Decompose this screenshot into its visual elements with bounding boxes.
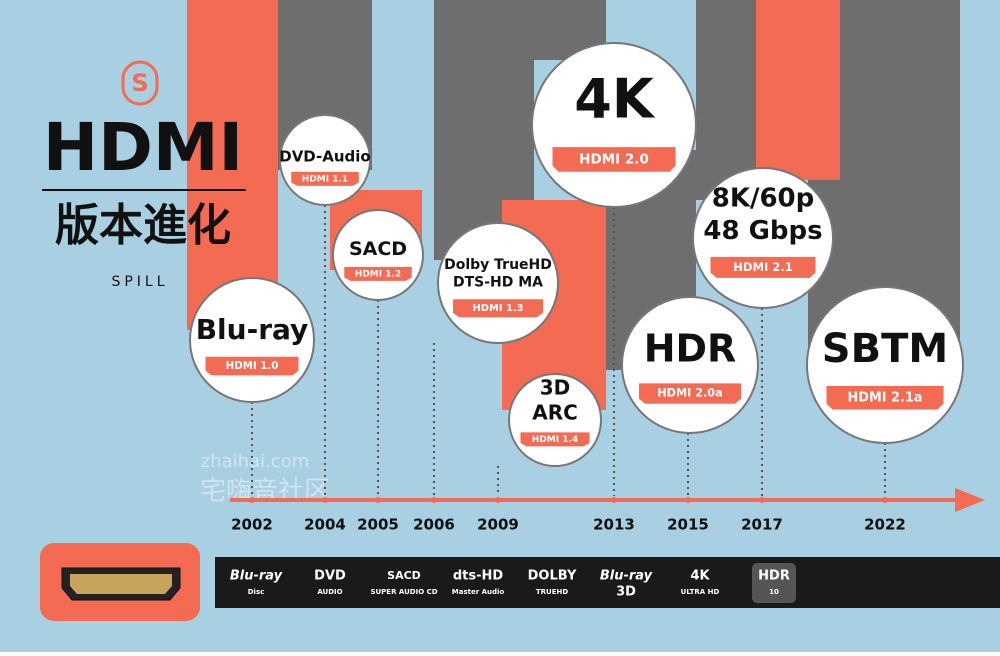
year-dot [322, 497, 328, 503]
year-label: 2005 [357, 516, 399, 534]
format-sub: 10 [769, 588, 779, 596]
version-label: HDMI 1.1 [302, 174, 348, 184]
bubble-label: 48 Gbps [703, 216, 822, 246]
version-label: HDMI 2.1a [848, 390, 923, 405]
brand: SPILL [111, 274, 168, 290]
version-tag [639, 383, 741, 404]
year-label: 2006 [413, 516, 455, 534]
year-dot [882, 497, 888, 503]
format-strip [215, 557, 1000, 608]
version-tag [291, 171, 359, 186]
header: S HDMI 版本進化 SPILL [42, 60, 246, 290]
year-dot [759, 497, 765, 503]
format-main: HDR [758, 569, 790, 584]
year-dot [375, 497, 381, 503]
hdr-badge [752, 563, 796, 603]
format-main: DOLBY [528, 569, 577, 584]
version-tag [520, 432, 590, 447]
version-label: HDMI 1.2 [355, 269, 401, 279]
format-main: SACD [387, 569, 421, 582]
year-label: 2002 [231, 516, 273, 534]
bubble-label: DVD-Audio [279, 147, 371, 165]
timeline-arrow [955, 488, 985, 512]
version-tag [552, 147, 676, 172]
version-tag [453, 299, 543, 318]
bubble-label: 4K [574, 67, 656, 130]
bubble-label: 3D [540, 375, 571, 399]
version-tag [344, 266, 412, 281]
year-dot [495, 497, 501, 503]
bubble-label: SBTM [822, 326, 948, 372]
version-label: HDMI 2.0 [579, 151, 649, 167]
connector-pins [70, 574, 172, 594]
version-tag [710, 256, 816, 278]
year-label: 2022 [864, 516, 906, 534]
format-main: DVD [314, 569, 346, 584]
format-sub: TRUEHD [536, 588, 568, 596]
format-sub: SUPER AUDIO CD [370, 588, 437, 596]
year-dot [249, 497, 255, 503]
format-sub: ULTRA HD [681, 588, 720, 596]
year-label: 2017 [741, 516, 783, 534]
year-label: 2009 [477, 516, 519, 534]
version-label: HDMI 1.4 [532, 435, 578, 445]
bubble-label: Dolby TrueHD [444, 257, 552, 273]
bubble-label: 8K/60p [712, 184, 815, 214]
format-main: dts-HD [453, 569, 504, 584]
logo: S [131, 69, 148, 97]
year-dot [431, 497, 437, 503]
year-label: 2013 [593, 516, 635, 534]
format-sub: 3D [616, 585, 636, 600]
year-dot [685, 497, 691, 503]
year-label: 2004 [304, 516, 346, 534]
version-tag [826, 386, 944, 410]
format-main: Blu-ray [600, 569, 653, 584]
year-label: 2015 [667, 516, 709, 534]
bubble-label: DTS-HD MA [453, 275, 543, 291]
title: HDMI [43, 109, 243, 186]
format-sub: AUDIO [317, 588, 342, 596]
logo-frame [121, 60, 159, 106]
version-label: HDMI 2.1 [733, 260, 793, 274]
version-label: HDMI 1.0 [226, 361, 279, 372]
year-dot [611, 497, 617, 503]
format-main: Blu-ray [230, 569, 283, 584]
format-sub: Disc [248, 588, 265, 596]
watermark-site: zhaihai.com [201, 451, 310, 472]
format-sub: Master Audio [452, 588, 505, 596]
format-main: 4K [690, 569, 710, 584]
bubble-label: HDR [644, 326, 737, 370]
version-tag [205, 356, 299, 376]
bubble-label: SACD [349, 238, 407, 260]
bubble-label: Blu-ray [196, 313, 309, 346]
subtitle: 版本進化 [55, 200, 231, 251]
version-label: HDMI 1.3 [473, 303, 524, 314]
version-label: HDMI 2.0a [657, 387, 722, 400]
bubble-label: ARC [532, 400, 578, 424]
